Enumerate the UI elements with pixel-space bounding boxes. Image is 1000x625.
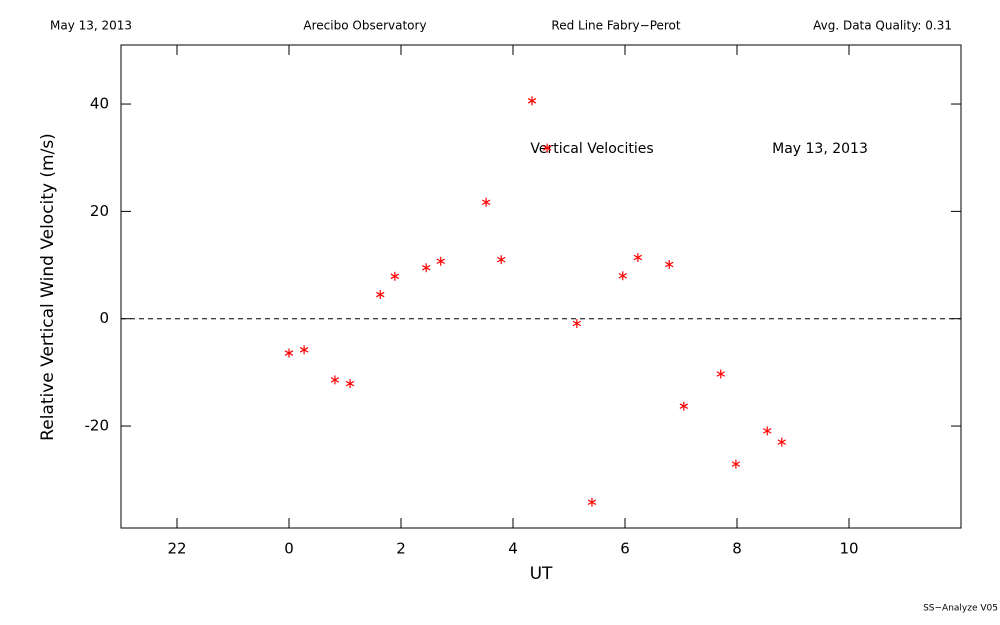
marker-stroke	[481, 199, 491, 206]
marker	[763, 426, 772, 436]
y-tick-label: 0	[99, 309, 109, 327]
marker-stroke	[421, 264, 431, 271]
marker-stroke	[763, 428, 772, 434]
y-tick-label: 20	[90, 202, 109, 220]
marker-stroke	[587, 499, 597, 506]
marker-stroke	[527, 98, 537, 104]
marker	[527, 96, 537, 106]
marker	[731, 459, 741, 469]
x-tick-label: 8	[732, 540, 742, 558]
marker	[633, 253, 643, 263]
marker-stroke	[436, 258, 445, 265]
marker	[436, 256, 445, 266]
annotation: Vertical Velocities	[530, 141, 653, 157]
marker-stroke	[497, 256, 506, 263]
x-tick-label: 6	[620, 540, 630, 558]
footer: SS−Analyze V05	[923, 604, 998, 614]
marker-stroke	[345, 380, 355, 387]
marker	[497, 255, 506, 265]
marker	[299, 345, 309, 355]
marker	[284, 348, 294, 358]
x-tick-label: 4	[508, 540, 518, 558]
x-tick-label: 0	[284, 540, 294, 558]
y-axis-label: Relative Vertical Wind Velocity (m/s)	[38, 133, 58, 441]
marker	[572, 319, 582, 329]
marker	[481, 197, 491, 207]
marker	[345, 379, 355, 389]
marker	[587, 497, 597, 507]
y-tick-label: 40	[90, 95, 109, 113]
marker	[421, 263, 431, 273]
header-site: Arecibo Observatory	[303, 19, 426, 33]
marker	[390, 271, 400, 281]
annotation: May 13, 2013	[772, 141, 868, 157]
marker	[542, 143, 552, 153]
x-tick-label: 2	[396, 540, 406, 558]
marker-stroke	[390, 273, 400, 280]
marker-stroke	[716, 371, 725, 377]
marker-stroke	[665, 261, 674, 268]
header-date: May 13, 2013	[50, 19, 132, 33]
marker	[716, 369, 725, 379]
marker-stroke	[633, 254, 643, 261]
header-instrument: Red Line Fabry−Perot	[551, 19, 681, 33]
x-tick-label: 10	[839, 540, 858, 558]
marker-stroke	[284, 350, 294, 356]
x-axis-label: UT	[530, 564, 553, 584]
marker	[777, 437, 787, 447]
marker	[665, 259, 674, 269]
marker-stroke	[572, 320, 582, 327]
marker-stroke	[618, 272, 627, 279]
plot-frame	[120, 44, 962, 529]
marker	[330, 375, 340, 385]
marker	[376, 290, 385, 300]
x-tick-label: 22	[167, 540, 186, 558]
y-tick-label: -20	[85, 417, 110, 435]
marker	[679, 401, 689, 411]
header-quality: Avg. Data Quality: 0.31	[813, 19, 952, 33]
marker	[618, 271, 627, 281]
marker-stroke	[542, 145, 552, 151]
marker-stroke	[299, 347, 309, 353]
marker-stroke	[376, 291, 385, 298]
marker-stroke	[731, 461, 741, 467]
marker-stroke	[330, 377, 340, 383]
marker-stroke	[777, 439, 787, 445]
marker-stroke	[679, 403, 689, 409]
